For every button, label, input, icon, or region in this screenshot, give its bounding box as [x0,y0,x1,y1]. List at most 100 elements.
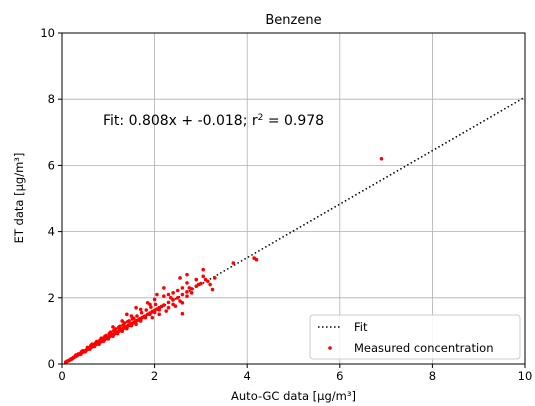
data-point [111,325,115,329]
data-point [185,290,189,294]
data-point [107,331,112,336]
data-point [187,286,192,290]
data-point [173,304,178,308]
data-point [129,323,134,328]
x-tick-label: 0 [58,369,65,383]
data-point [196,282,201,287]
data-point [130,317,135,321]
y-tick-label: 10 [40,26,55,40]
data-point [139,310,144,315]
data-point [166,300,171,305]
data-point [194,277,199,282]
data-point [85,345,90,350]
data-point [169,296,173,300]
data-point [88,343,93,348]
data-point [180,311,185,316]
data-point [166,292,171,297]
data-point [201,274,206,279]
data-point [185,281,189,285]
legend: Fit Measured concentration [309,314,521,360]
data-point [129,314,134,318]
data-point [120,329,124,334]
y-axis-label: ET data [μg/m³] [12,153,26,244]
data-point [379,156,384,161]
data-point [157,307,162,312]
data-point [76,352,81,356]
data-point [185,294,189,298]
legend-fit-label: Fit [354,320,368,334]
data-point [135,314,139,318]
data-point [152,297,157,302]
chart-title: Benzene [265,13,321,28]
legend-box [309,314,521,360]
y-tick-label: 2 [48,291,55,305]
data-point [150,315,155,320]
data-point [210,287,215,292]
data-point [180,286,185,290]
data-point [180,292,185,297]
fit-annotation-text: Fit: 0.808x + -0.018; r [103,113,258,129]
data-point [148,312,152,317]
data-point [155,292,159,297]
fit-annotation-value: = 0.978 [263,113,324,129]
y-tick-label: 0 [48,357,55,371]
x-tick-label: 10 [518,369,533,383]
data-point [162,303,166,307]
data-point [178,276,182,280]
data-point [231,261,236,265]
fit-annotation: Fit: 0.808x + -0.018; r2 = 0.978 [103,113,324,129]
data-point [97,342,101,346]
x-tick-label: 6 [336,369,343,383]
data-point [180,300,185,305]
axis-ticks: 0 2 4 6 8 10 0 2 4 6 8 10 [40,26,532,383]
data-point [157,312,162,317]
data-point [115,331,120,336]
data-point [106,337,111,341]
scatter-points [63,156,384,364]
legend-series-label: Measured concentration [354,341,493,355]
y-tick-label: 8 [48,92,55,106]
data-point [121,323,125,327]
data-point [101,339,106,343]
x-tick-label: 4 [244,369,251,383]
data-point [125,326,129,331]
data-point [212,276,217,280]
data-point [92,344,97,349]
data-point [120,319,124,323]
data-point [164,309,168,313]
fit-annotation-superscript: 2 [258,113,264,123]
data-point [102,335,107,339]
data-point [254,257,259,262]
data-point [138,319,143,323]
data-point [201,267,206,272]
data-point [98,338,102,342]
x-tick-label: 2 [151,369,158,383]
data-point [203,277,208,282]
x-axis-label: Auto-GC data [μg/m³] [231,389,356,403]
data-point [175,288,180,293]
data-point [116,325,121,330]
data-point [125,319,130,324]
data-point [93,341,98,345]
data-point [152,310,157,315]
data-point [144,308,149,312]
data-point [143,315,148,320]
data-point [111,334,115,338]
legend-point-swatch [328,346,332,350]
data-point [189,291,194,295]
data-point [171,291,175,295]
data-point [134,322,138,327]
y-tick-label: 4 [48,225,55,239]
data-point [153,302,158,307]
plot-frame [61,32,526,365]
data-point [79,349,84,354]
y-tick-label: 6 [48,158,55,172]
data-point [134,305,138,310]
data-point [125,312,129,317]
x-tick-label: 8 [429,369,436,383]
data-point [162,294,166,298]
data-point [138,307,143,312]
data-point [112,328,116,333]
data-point [162,286,166,290]
